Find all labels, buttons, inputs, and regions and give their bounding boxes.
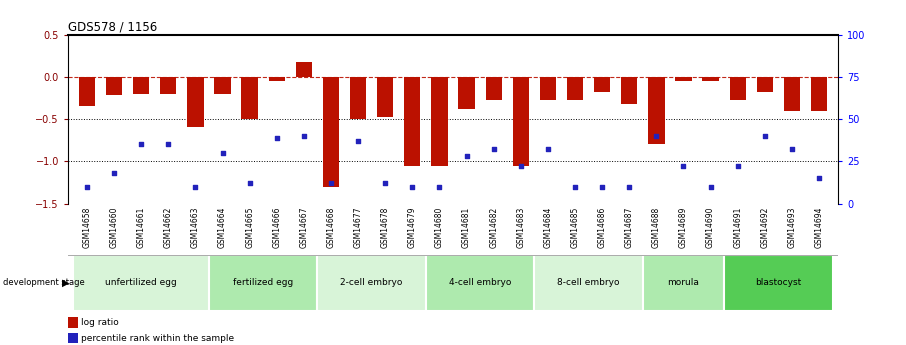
Text: development stage: development stage bbox=[3, 278, 84, 287]
Point bbox=[134, 142, 149, 147]
Point bbox=[459, 154, 474, 159]
Bar bbox=[295, 62, 312, 77]
Bar bbox=[268, 77, 284, 81]
Point bbox=[649, 133, 663, 139]
Bar bbox=[513, 77, 529, 166]
Bar bbox=[323, 77, 339, 187]
Bar bbox=[215, 77, 231, 94]
Text: percentile rank within the sample: percentile rank within the sample bbox=[82, 334, 235, 343]
Bar bbox=[643, 255, 724, 310]
Point bbox=[514, 164, 528, 169]
Bar bbox=[811, 77, 827, 111]
Point bbox=[730, 164, 745, 169]
Point bbox=[622, 184, 637, 189]
Point bbox=[243, 180, 257, 186]
Point bbox=[188, 184, 203, 189]
Point bbox=[676, 164, 690, 169]
Point bbox=[107, 170, 121, 176]
Bar bbox=[209, 255, 317, 310]
Point bbox=[757, 133, 772, 139]
Bar bbox=[426, 255, 535, 310]
Bar bbox=[68, 333, 78, 344]
Text: 4-cell embryo: 4-cell embryo bbox=[449, 278, 511, 287]
Bar bbox=[675, 77, 691, 81]
Bar bbox=[729, 77, 746, 100]
Bar bbox=[404, 77, 420, 166]
Bar bbox=[757, 77, 773, 92]
Point bbox=[595, 184, 610, 189]
Point bbox=[351, 138, 365, 144]
Point bbox=[80, 184, 94, 189]
Text: log ratio: log ratio bbox=[82, 318, 120, 327]
Bar bbox=[535, 255, 643, 310]
Bar bbox=[188, 77, 204, 128]
Bar bbox=[431, 77, 448, 166]
Point bbox=[432, 184, 447, 189]
Text: morula: morula bbox=[668, 278, 699, 287]
Bar bbox=[724, 255, 833, 310]
Text: fertilized egg: fertilized egg bbox=[233, 278, 294, 287]
Text: blastocyst: blastocyst bbox=[756, 278, 802, 287]
Bar bbox=[133, 77, 149, 94]
Point bbox=[323, 180, 338, 186]
Bar bbox=[458, 77, 475, 109]
Point bbox=[785, 147, 799, 152]
Bar bbox=[160, 77, 177, 94]
Bar bbox=[594, 77, 611, 92]
Bar bbox=[567, 77, 583, 100]
Text: ▶: ▶ bbox=[62, 278, 69, 288]
Point bbox=[405, 184, 419, 189]
Point bbox=[378, 180, 392, 186]
Bar bbox=[540, 77, 556, 100]
Bar bbox=[106, 77, 122, 95]
Text: 8-cell embryo: 8-cell embryo bbox=[557, 278, 620, 287]
Point bbox=[541, 147, 555, 152]
Point bbox=[568, 184, 583, 189]
Bar bbox=[317, 255, 426, 310]
Point bbox=[296, 133, 311, 139]
Point bbox=[161, 142, 176, 147]
Bar bbox=[622, 77, 638, 104]
Point bbox=[216, 150, 230, 156]
Bar bbox=[784, 77, 800, 111]
Bar bbox=[79, 77, 95, 106]
Bar bbox=[648, 77, 664, 145]
Bar bbox=[73, 255, 209, 310]
Point bbox=[487, 147, 501, 152]
Point bbox=[269, 135, 284, 140]
Bar bbox=[68, 317, 78, 328]
Bar bbox=[242, 77, 258, 119]
Point bbox=[812, 175, 826, 181]
Bar bbox=[702, 77, 718, 81]
Bar bbox=[486, 77, 502, 100]
Bar bbox=[350, 77, 366, 119]
Text: unfertilized egg: unfertilized egg bbox=[105, 278, 177, 287]
Text: GDS578 / 1156: GDS578 / 1156 bbox=[68, 20, 158, 33]
Bar bbox=[377, 77, 393, 117]
Text: 2-cell embryo: 2-cell embryo bbox=[341, 278, 403, 287]
Point bbox=[703, 184, 718, 189]
